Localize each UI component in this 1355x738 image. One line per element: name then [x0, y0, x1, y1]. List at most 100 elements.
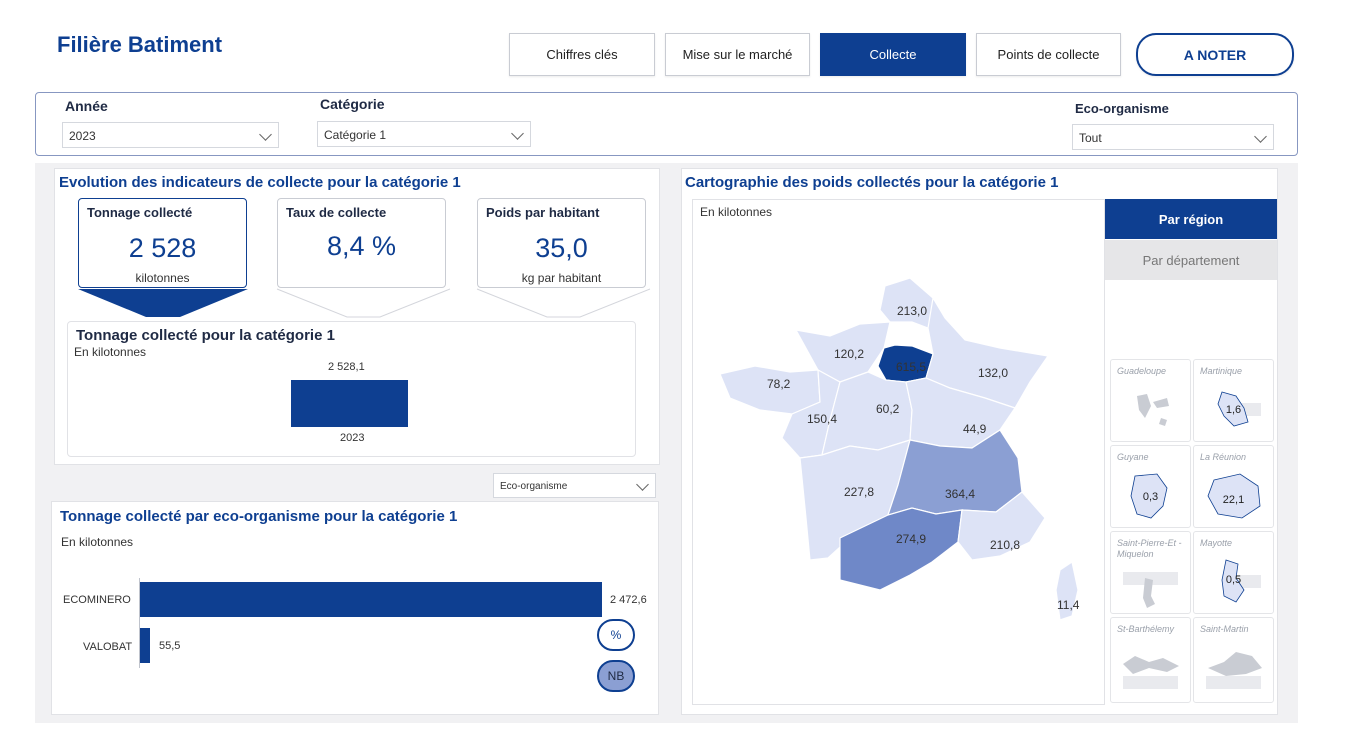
- tonnage-chart-subtitle: En kilotonnes: [74, 345, 147, 359]
- kpi-pointer-arrows: [78, 288, 651, 318]
- dom-name: Mayotte: [1200, 538, 1233, 548]
- bar-data-label: 2 472,6: [610, 594, 647, 606]
- region-corse[interactable]: [1055, 561, 1079, 621]
- pointer-arrow-outline: [276, 288, 451, 318]
- categorie-label: Catégorie: [320, 96, 385, 112]
- annee-label: Année: [65, 98, 108, 114]
- region-value-cvl: 60,2: [876, 402, 900, 416]
- bar-data-label: 2 528,1: [328, 361, 365, 373]
- value-band: [1123, 572, 1178, 585]
- chevron-down-icon: [511, 127, 524, 140]
- dom-value: 1,6: [1225, 404, 1242, 416]
- dom-value: 0,3: [1142, 491, 1159, 503]
- annee-value: 2023: [69, 129, 96, 143]
- nav-chiffres-cles-button[interactable]: Chiffres clés: [509, 33, 655, 76]
- region-value-ara: 364,4: [945, 487, 976, 501]
- dom-guadeloupe[interactable]: Guadeloupe: [1110, 359, 1191, 442]
- region-value-paca: 210,8: [990, 538, 1021, 552]
- dom-st-barthelemy[interactable]: St-Barthélemy: [1110, 617, 1191, 703]
- dom-name: Saint-Pierre-Et -Miquelon: [1117, 538, 1182, 559]
- kpi-poids-par-habitant[interactable]: Poids par habitant 35,0 kg par habitant: [477, 198, 646, 288]
- kpi-value: 2 528: [128, 233, 197, 263]
- dom-name: Martinique: [1200, 366, 1243, 376]
- dom-saint-martin[interactable]: Saint-Martin: [1193, 617, 1274, 703]
- pointer-arrow-outline: [476, 288, 651, 318]
- dom-name: Guyane: [1117, 452, 1149, 462]
- nav-collecte-button[interactable]: Collecte: [820, 33, 966, 76]
- kpi-tonnage-collecte[interactable]: Tonnage collecté 2 528 kilotonnes: [78, 198, 247, 288]
- france-map: [719, 277, 1079, 621]
- par-departement-button[interactable]: Par département: [1105, 240, 1277, 280]
- tonnage-chart-title: Tonnage collecté pour la catégorie 1: [76, 327, 335, 344]
- categorie-select[interactable]: Catégorie 1: [317, 121, 531, 147]
- categorie-value: Catégorie 1: [324, 128, 387, 142]
- y-tick-label: VALOBAT: [83, 641, 133, 653]
- dom-mayotte[interactable]: Mayotte 0,5: [1193, 531, 1274, 614]
- kpi-title: Poids par habitant: [486, 205, 600, 220]
- kpi-value: 8,4 %: [326, 231, 397, 261]
- saint-pierre-shape: [1143, 578, 1155, 608]
- dom-name: St-Barthélemy: [1117, 624, 1175, 634]
- eco-organisme-label: Eco-organisme: [1075, 101, 1169, 116]
- kpi-value: 35,0: [535, 233, 588, 263]
- eco-organisme-dropdown-value: Eco-organisme: [500, 481, 568, 492]
- page-title: Filière Batiment: [57, 32, 223, 57]
- martinique-shape: [1217, 391, 1249, 427]
- percent-toggle-button[interactable]: %: [597, 619, 635, 651]
- dom-martinique[interactable]: Martinique 1,6: [1193, 359, 1274, 442]
- y-tick-label: ECOMINERO: [63, 594, 131, 606]
- dom-name: La Réunion: [1200, 452, 1247, 462]
- dom-name: Guadeloupe: [1117, 366, 1167, 376]
- filter-bar: Année 2023 Catégorie Catégorie 1 Eco-org…: [35, 92, 1298, 156]
- eco-organisme-dropdown[interactable]: Eco-organisme: [493, 473, 656, 498]
- la-reunion-shape: [1207, 473, 1261, 519]
- region-value-naq: 227,8: [844, 485, 875, 499]
- kpi-unit: kg par habitant: [521, 271, 602, 285]
- region-value-bretagne: 78,2: [767, 377, 791, 391]
- region-value-normandie: 120,2: [834, 347, 865, 361]
- map-title: Cartographie des poids collectés pour la…: [685, 174, 1059, 191]
- chevron-down-icon: [1254, 130, 1267, 143]
- dom-la-reunion[interactable]: La Réunion 22,1: [1193, 445, 1274, 528]
- dom-value: 0,5: [1225, 574, 1242, 586]
- dom-guyane[interactable]: Guyane 0,3: [1110, 445, 1191, 528]
- bar-2023[interactable]: [291, 380, 408, 427]
- eco-chart-title: Tonnage collecté par eco-organisme pour …: [60, 508, 458, 525]
- value-band: [1123, 676, 1178, 689]
- st-barthelemy-shape: [1123, 656, 1179, 674]
- nav-points-de-collecte-button[interactable]: Points de collecte: [976, 33, 1121, 76]
- dom-value: 22,1: [1222, 494, 1245, 506]
- guadeloupe-shape: [1137, 394, 1169, 426]
- chevron-down-icon: [259, 128, 272, 141]
- nav-mise-sur-le-marche-button[interactable]: Mise sur le marché: [665, 33, 810, 76]
- kpi-title: Tonnage collecté: [87, 205, 193, 220]
- dom-saint-pierre-et-miquelon[interactable]: Saint-Pierre-Et -Miquelon: [1110, 531, 1191, 614]
- guyane-shape: [1130, 473, 1168, 519]
- bar-valobat[interactable]: [140, 628, 151, 663]
- eco-chart-subtitle: En kilotonnes: [61, 535, 134, 549]
- eco-organisme-value: Tout: [1079, 131, 1102, 145]
- a-noter-button[interactable]: A NOTER: [1136, 33, 1294, 76]
- region-value-grand-est: 132,0: [978, 366, 1009, 380]
- annee-select[interactable]: 2023: [62, 122, 279, 148]
- region-value-pdl: 150,4: [807, 412, 838, 426]
- par-region-button[interactable]: Par région: [1105, 199, 1277, 239]
- selected-pointer-arrow: [78, 289, 248, 317]
- mayotte-shape: [1221, 559, 1245, 603]
- region-value-bfc: 44,9: [963, 422, 987, 436]
- region-value-hdf: 213,0: [897, 304, 928, 318]
- saint-martin-shape: [1208, 652, 1262, 676]
- bar-ecominero[interactable]: [140, 582, 602, 617]
- y-axis-line: [139, 578, 140, 668]
- dom-name: Saint-Martin: [1200, 624, 1249, 634]
- evolution-title: Evolution des indicateurs de collecte po…: [59, 174, 461, 191]
- kpi-title: Taux de collecte: [286, 205, 387, 220]
- kpi-unit: kilotonnes: [135, 271, 190, 285]
- nb-toggle-button[interactable]: NB: [597, 660, 635, 692]
- bar-data-label: 55,5: [159, 640, 181, 652]
- map-subtitle: En kilotonnes: [700, 205, 773, 219]
- kpi-taux-de-collecte[interactable]: Taux de collecte 8,4 %: [277, 198, 446, 288]
- eco-organisme-select[interactable]: Tout: [1072, 124, 1274, 150]
- region-value-occ: 274,9: [896, 532, 927, 546]
- region-paca[interactable]: [957, 491, 1046, 561]
